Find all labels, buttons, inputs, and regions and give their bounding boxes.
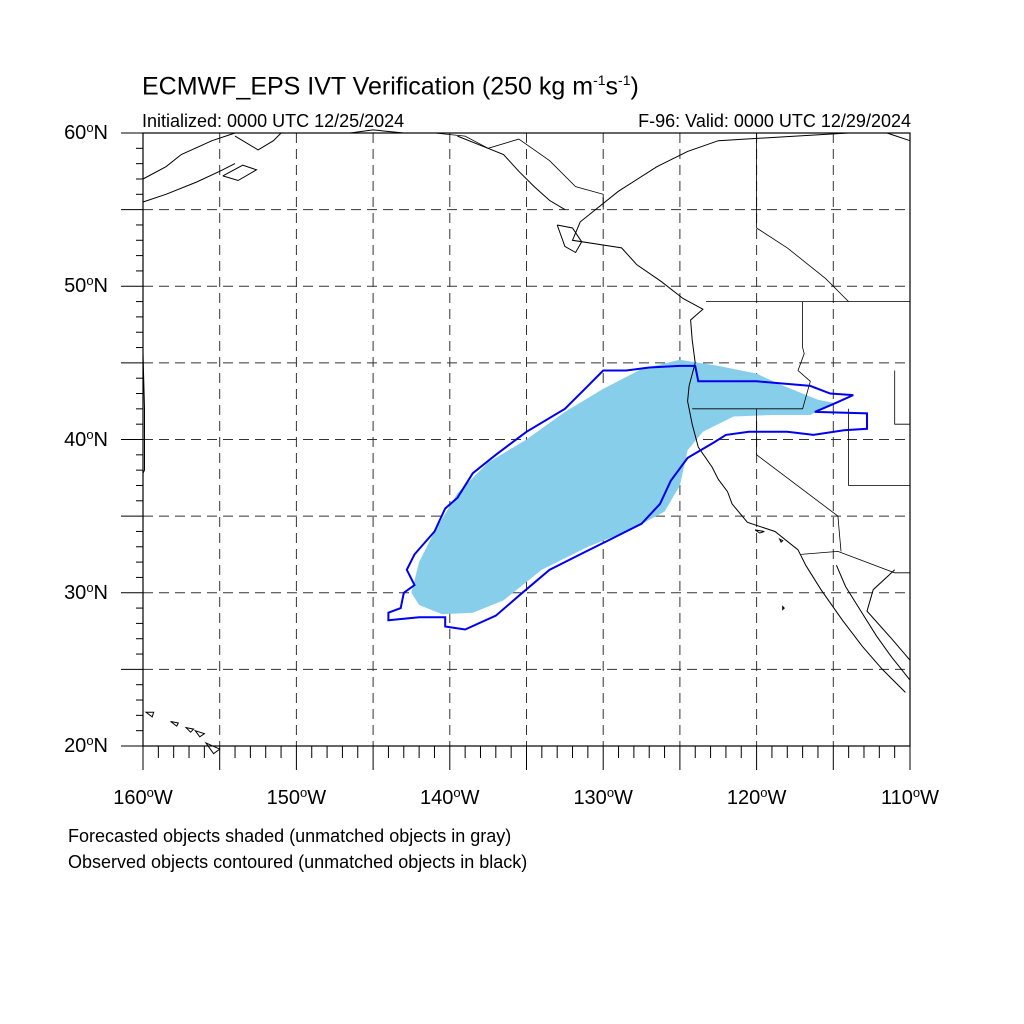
title-sup-1: -1 [593, 72, 606, 88]
lon-tick-value: 160 [113, 787, 147, 809]
political-border [756, 133, 849, 302]
forecast-objects [411, 359, 834, 615]
degree-symbol: o [86, 273, 94, 289]
political-border [801, 550, 910, 574]
lat-tick-label: 30oN [0, 580, 108, 605]
lon-tick-label: 130oW [553, 785, 653, 810]
lat-tick-label: 40oN [0, 427, 108, 452]
lat-hemisphere: N [93, 428, 108, 451]
lat-tick-value: 40 [64, 428, 87, 451]
island-outline [782, 605, 785, 611]
island-outline [144, 711, 155, 718]
lat-tick-value: 50 [64, 275, 87, 298]
initialized-label: Initialized: 0000 UTC 12/25/2024 [142, 111, 405, 131]
observed-objects [387, 364, 868, 631]
island-outline [184, 726, 195, 733]
chart-title: ECMWF_EPS IVT Verification (250 kg m-1s-… [142, 72, 639, 101]
observed-note: Observed objects contoured (unmatched ob… [68, 852, 528, 872]
lat-hemisphere: N [93, 581, 108, 604]
title-end: ) [630, 72, 639, 101]
coastline [886, 132, 911, 142]
lon-hemisphere: W [153, 787, 173, 809]
coastline [142, 353, 145, 474]
lon-tick-label: 110oW [860, 785, 960, 810]
lat-tick-label: 60oN [0, 120, 108, 145]
lat-hemisphere: N [93, 122, 108, 144]
political-border [848, 408, 910, 486]
degree-symbol: o [86, 120, 94, 135]
degree-symbol: o [300, 785, 308, 800]
degree-symbol: o [86, 733, 94, 748]
map-frame [121, 132, 911, 770]
coastline [571, 132, 906, 693]
title-mid: s [605, 72, 619, 101]
coastline [866, 569, 911, 661]
island-outline [778, 538, 784, 544]
island-outline [193, 729, 206, 738]
degree-symbol: o [760, 785, 768, 800]
lat-tick-label: 20oN [0, 733, 108, 758]
lat-tick-label: 50oN [0, 273, 108, 298]
valid-time-label: F-96: Valid: 0000 UTC 12/29/2024 [638, 111, 911, 131]
coastline [556, 224, 583, 254]
lon-hemisphere: W [920, 787, 939, 809]
observed-object-contour [387, 364, 868, 631]
lon-tick-value: 110 [880, 787, 913, 809]
lon-tick-label: 160oW [93, 785, 193, 810]
title-sup-2: -1 [618, 72, 631, 88]
lon-tick-label: 150oW [246, 785, 346, 810]
lat-hemisphere: N [93, 275, 108, 298]
coastlines [142, 129, 911, 755]
political-border [434, 132, 604, 210]
coastline [350, 129, 404, 134]
coastline [142, 163, 236, 203]
political-border [692, 301, 811, 410]
coastline [835, 565, 911, 681]
island-outline [204, 741, 221, 755]
lon-hemisphere: W [460, 787, 480, 809]
lon-hemisphere: W [614, 787, 633, 809]
coastline [457, 135, 566, 211]
island-outline [170, 721, 180, 727]
lon-tick-label: 140oW [400, 785, 500, 810]
coastline [222, 164, 258, 182]
degree-symbol: o [86, 579, 94, 595]
title-text: ECMWF_EPS IVT Verification (250 kg m [142, 72, 594, 101]
lon-tick-label: 120oW [707, 785, 807, 810]
island-outline [754, 529, 765, 534]
lat-tick-value: 20 [64, 735, 87, 757]
lon-tick-value: 120 [726, 787, 761, 809]
lat-hemisphere: N [93, 735, 108, 757]
lon-hemisphere: W [307, 787, 327, 809]
coastline [234, 132, 282, 151]
degree-symbol: o [912, 785, 921, 800]
lat-tick-value: 30 [64, 581, 87, 604]
forecast-object-shaded [411, 359, 834, 615]
political-border [894, 370, 910, 425]
lon-tick-value: 140 [420, 787, 454, 809]
lon-tick-value: 150 [266, 787, 301, 809]
degree-symbol: o [606, 785, 615, 800]
coastline [142, 132, 236, 180]
lat-tick-value: 60 [64, 122, 87, 144]
degree-symbol: o [453, 785, 461, 800]
lon-tick-value: 130 [573, 787, 607, 809]
lon-hemisphere: W [767, 787, 787, 809]
forecast-note: Forecasted objects shaded (unmatched obj… [68, 826, 512, 846]
degree-symbol: o [86, 426, 94, 442]
degree-symbol: o [146, 785, 154, 800]
